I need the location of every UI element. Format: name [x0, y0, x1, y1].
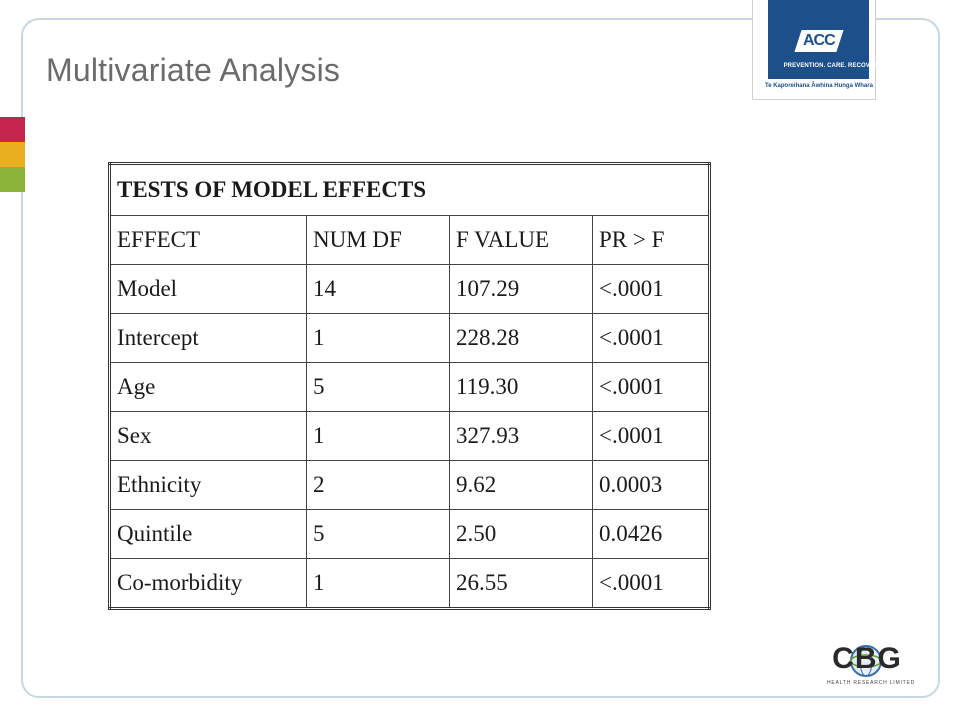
table-cell: Ethnicity — [109, 460, 307, 510]
table-cell: 107.29 — [449, 264, 593, 314]
table-header-cell: PR > F — [592, 215, 710, 265]
table-header-cell: F VALUE — [449, 215, 593, 265]
table-cell: Sex — [109, 411, 307, 461]
table-cell: <.0001 — [592, 411, 710, 461]
acc-logo: ACC PREVENTION. CARE. RECOVERY. Te Kapor… — [752, 0, 883, 100]
table-cell: 1 — [306, 411, 450, 461]
table-cell: Model — [109, 264, 307, 314]
table-cell: Quintile — [109, 509, 307, 559]
table-caption: TESTS OF MODEL EFFECTS — [109, 163, 710, 216]
table-row: Model 14 107.29 <.0001 — [109, 264, 710, 314]
accent-bar-yellow — [0, 142, 25, 167]
table-cell: 5 — [306, 362, 450, 412]
table-cell: 14 — [306, 264, 450, 314]
table-cell: 2.50 — [449, 509, 593, 559]
table-cell: 9.62 — [449, 460, 593, 510]
acc-logo-maori-text: Te Kaporeihana Āwhina Hunga Whara — [765, 83, 873, 89]
cbg-logo-subtitle: HEALTH RESEARCH LIMITED — [827, 680, 916, 686]
table-cell: Age — [109, 362, 307, 412]
accent-bar-green — [0, 167, 25, 192]
table-cell: 1 — [306, 558, 450, 609]
table-row: Co-morbidity 1 26.55 <.0001 — [109, 558, 710, 609]
table-row: Age 5 119.30 <.0001 — [109, 362, 710, 412]
slide-title: Multivariate Analysis — [46, 52, 341, 88]
table-cell: 5 — [306, 509, 450, 559]
cbg-globe-icon — [850, 645, 882, 677]
table-row: Quintile 5 2.50 0.0426 — [109, 509, 710, 559]
table-cell: 1 — [306, 313, 450, 363]
table-cell: Intercept — [109, 313, 307, 363]
table-cell: 0.0003 — [592, 460, 710, 510]
acc-logo-block: ACC PREVENTION. CARE. RECOVERY. — [768, 0, 883, 79]
acc-logo-tagline: PREVENTION. CARE. RECOVERY. — [783, 63, 884, 69]
table-cell: <.0001 — [592, 264, 710, 314]
table-row: Intercept 1 228.28 <.0001 — [109, 313, 710, 363]
table-caption-row: TESTS OF MODEL EFFECTS — [109, 163, 710, 216]
table-row: Sex 1 327.93 <.0001 — [109, 411, 710, 461]
table-header-cell: NUM DF — [306, 215, 450, 265]
table-cell: 327.93 — [449, 411, 593, 461]
model-effects-table: TESTS OF MODEL EFFECTS EFFECT NUM DF F V… — [108, 162, 711, 610]
table-header-cell: EFFECT — [109, 215, 307, 265]
cbg-logo: CBG HEALTH RESEARCH LIMITED — [812, 642, 922, 692]
table-cell: <.0001 — [592, 558, 710, 609]
table-header-row: EFFECT NUM DF F VALUE PR > F — [109, 215, 710, 265]
table-cell: <.0001 — [592, 313, 710, 363]
table-cell: 228.28 — [449, 313, 593, 363]
table-cell: 26.55 — [449, 558, 593, 609]
table-cell: 2 — [306, 460, 450, 510]
table-cell: Co-morbidity — [109, 558, 307, 609]
accent-bar-red — [0, 117, 25, 142]
table-cell: <.0001 — [592, 362, 710, 412]
table-row: Ethnicity 2 9.62 0.0003 — [109, 460, 710, 510]
cbg-logo-text: CBG — [832, 642, 902, 675]
table-cell: 0.0426 — [592, 509, 710, 559]
table-cell: 119.30 — [449, 362, 593, 412]
acc-logo-icon: ACC — [794, 30, 844, 52]
